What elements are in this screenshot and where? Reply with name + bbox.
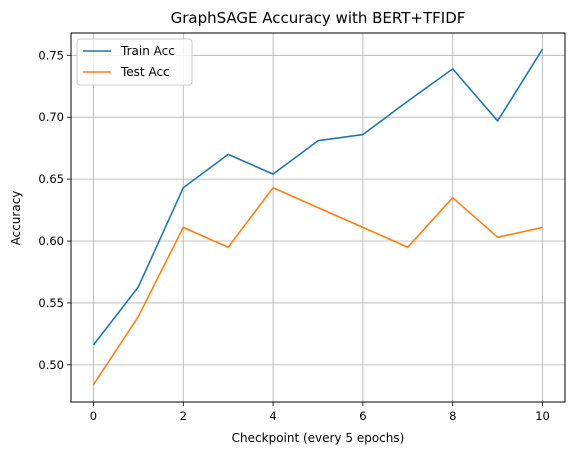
series-line-train-acc xyxy=(92,48,544,346)
grid xyxy=(71,33,565,402)
x-tick-label: 10 xyxy=(535,409,550,423)
y-tick-label: 0.55 xyxy=(38,296,64,310)
chart-title: GraphSAGE Accuracy with BERT+TFIDF xyxy=(171,9,466,27)
y-axis-label: Accuracy xyxy=(9,191,23,246)
y-tick-label: 0.65 xyxy=(38,172,64,186)
y-tick-label: 0.60 xyxy=(38,234,64,248)
x-tick-label: 2 xyxy=(180,409,187,423)
series-layer xyxy=(92,48,544,386)
x-tick-label: 6 xyxy=(359,409,366,423)
legend: Train Acc Test Acc xyxy=(76,38,193,86)
y-axis-ticks: 0.50 0.55 0.60 0.65 0.70 0.75 xyxy=(38,48,71,372)
plot-frame xyxy=(70,32,566,403)
y-tick-label: 0.70 xyxy=(38,110,64,124)
series-line-test-acc xyxy=(92,186,543,386)
x-tick-label: 4 xyxy=(269,409,276,423)
x-axis-ticks: 0 2 4 6 8 10 xyxy=(90,402,550,423)
legend-label: Test Acc xyxy=(120,65,170,79)
y-tick-label: 0.50 xyxy=(38,358,64,372)
legend-label: Train Acc xyxy=(120,44,175,58)
y-tick-label: 0.75 xyxy=(38,48,64,62)
x-tick-label: 0 xyxy=(90,409,97,423)
x-tick-label: 8 xyxy=(449,409,456,423)
x-axis-label: Checkpoint (every 5 epochs) xyxy=(232,431,405,445)
